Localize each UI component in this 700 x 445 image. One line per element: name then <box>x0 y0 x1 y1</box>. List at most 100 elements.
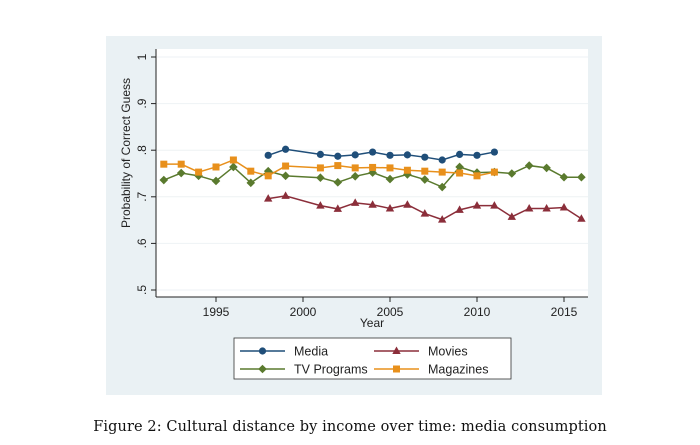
legend-marker <box>393 365 400 373</box>
data-point <box>263 166 273 176</box>
data-point <box>229 162 238 172</box>
data-point <box>490 201 499 209</box>
series-line <box>268 195 582 221</box>
series-media <box>264 145 498 164</box>
data-point <box>247 167 255 175</box>
data-point <box>456 150 464 158</box>
data-point <box>403 166 411 174</box>
data-point <box>316 150 324 158</box>
gridlines <box>157 56 588 291</box>
data-point <box>577 172 586 182</box>
x-tick-label: 1995 <box>203 305 230 319</box>
data-point <box>369 163 377 171</box>
data-point <box>473 172 481 180</box>
data-point <box>351 164 359 172</box>
data-point <box>159 175 169 185</box>
y-tick-label: .8 <box>135 145 149 155</box>
data-point <box>160 160 168 168</box>
data-point <box>282 162 290 170</box>
data-point <box>525 203 534 212</box>
data-point <box>264 194 273 202</box>
data-point <box>246 178 256 188</box>
figure-caption: Figure 2: Cultural distance by income ov… <box>93 419 607 435</box>
legend-item: Media <box>240 345 328 359</box>
data-point <box>195 168 203 176</box>
data-point <box>386 164 394 172</box>
data-point <box>403 200 412 208</box>
y-ticks: .5 .6 .7 .8 .9 1 <box>135 53 156 295</box>
x-axis-title: Year <box>360 316 384 330</box>
data-point <box>437 182 447 192</box>
data-point <box>194 171 203 181</box>
data-point <box>281 171 290 181</box>
legend-box <box>233 337 512 380</box>
data-point <box>421 153 429 161</box>
data-point <box>385 203 395 212</box>
data-point <box>472 201 482 209</box>
data-point <box>559 172 569 182</box>
data-point <box>420 175 430 184</box>
y-tick-label: 1 <box>135 53 149 60</box>
data-point <box>403 151 411 159</box>
data-point <box>542 203 551 212</box>
data-point <box>229 156 237 164</box>
y-tick-label: .6 <box>135 238 149 248</box>
y-tick-label: .7 <box>135 191 149 201</box>
data-point <box>524 161 534 170</box>
data-point <box>455 205 464 213</box>
data-point <box>420 209 429 217</box>
data-point <box>421 167 429 175</box>
legend-marker <box>392 346 401 354</box>
data-point <box>438 168 446 176</box>
legend-marker <box>258 364 267 374</box>
x-tick-label: 2015 <box>551 305 578 319</box>
data-point <box>577 214 586 222</box>
data-point <box>490 168 498 176</box>
data-point <box>211 176 221 186</box>
data-point <box>212 163 220 171</box>
series-movies <box>264 191 586 223</box>
data-point <box>473 151 481 159</box>
data-point <box>403 170 412 179</box>
data-point <box>177 160 185 168</box>
x-tick-label: 2005 <box>377 305 404 319</box>
legend-item: TV Programs <box>240 363 368 377</box>
legend-marker <box>258 347 267 355</box>
data-point <box>316 164 324 172</box>
data-point <box>334 152 342 160</box>
legend-label: Media <box>294 345 328 359</box>
y-axis-title: Probability of Correct Guess <box>119 78 133 228</box>
data-point <box>351 198 360 206</box>
data-point <box>176 168 186 178</box>
y-tick-label: .9 <box>135 98 149 108</box>
legend-item: Magazines <box>374 363 488 377</box>
data-point <box>368 200 377 208</box>
data-point <box>316 173 325 182</box>
legend-label: TV Programs <box>294 363 368 377</box>
data-point <box>438 156 446 164</box>
legend-item: Movies <box>374 345 468 359</box>
x-tick-label: 2000 <box>290 305 317 319</box>
data-point <box>282 145 290 153</box>
data-point <box>455 162 464 172</box>
data-point <box>507 169 517 178</box>
x-ticks: 1995 2000 2005 2010 2015 <box>203 297 578 319</box>
x-tick-label: 2010 <box>464 305 491 319</box>
data-point <box>385 174 395 184</box>
series-magazines <box>160 156 498 180</box>
data-point <box>386 151 394 159</box>
data-point <box>542 163 551 173</box>
data-point <box>316 201 325 209</box>
axes <box>155 49 588 298</box>
series <box>159 145 586 223</box>
data-point <box>369 148 377 156</box>
data-point <box>333 178 343 187</box>
data-point <box>350 171 360 181</box>
data-point <box>281 191 290 199</box>
y-tick-label: .5 <box>135 285 149 295</box>
legend-label: Magazines <box>428 363 488 377</box>
data-point <box>334 162 342 170</box>
data-point <box>438 215 447 223</box>
data-point <box>507 212 516 220</box>
